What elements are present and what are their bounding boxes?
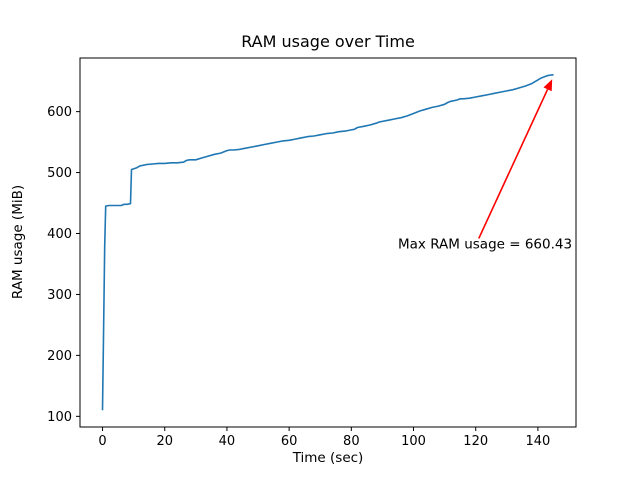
- x-tick-label: 40: [219, 434, 236, 449]
- x-tick-label: 80: [343, 434, 360, 449]
- y-tick-label: 600: [47, 105, 72, 120]
- x-tick-label: 120: [463, 434, 488, 449]
- annotation-arrow-head: [543, 79, 553, 92]
- y-axis-label: RAM usage (MiB): [10, 185, 26, 299]
- y-axis-ticks: 100 200 300 400 500 600: [47, 105, 80, 425]
- y-tick-label: 500: [47, 166, 72, 181]
- x-tick-label: 60: [281, 434, 298, 449]
- chart-title: RAM usage over Time: [241, 32, 415, 51]
- plot-frame: [79, 57, 577, 428]
- x-tick-label: 0: [98, 434, 106, 449]
- y-tick-label: 100: [47, 410, 72, 425]
- annotation-arrow-line: [478, 88, 549, 239]
- x-tick-label: 100: [401, 434, 426, 449]
- x-tick-label: 140: [525, 434, 550, 449]
- x-tick-label: 20: [156, 434, 173, 449]
- x-axis-ticks: 0 20 40 60 80 100 120 140: [98, 427, 550, 449]
- y-tick-label: 300: [47, 288, 72, 303]
- y-tick-label: 400: [47, 227, 72, 242]
- annotation-text: Max RAM usage = 660.43: [398, 237, 572, 253]
- x-axis-label: Time (sec): [292, 450, 364, 466]
- y-tick-label: 200: [47, 349, 72, 364]
- ram-usage-line: [101, 74, 554, 411]
